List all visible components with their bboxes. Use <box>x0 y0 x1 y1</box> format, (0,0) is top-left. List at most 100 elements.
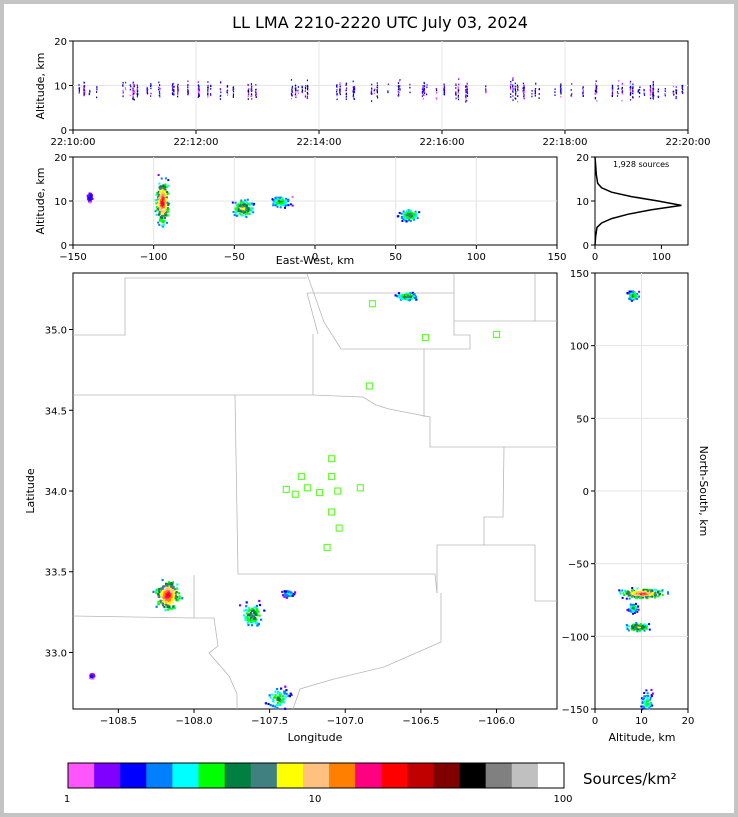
source-mark <box>376 86 378 88</box>
source-mark <box>633 611 636 614</box>
source-mark <box>241 208 244 211</box>
source-mark <box>631 625 633 628</box>
north-south-panel: Altitude, km North-South, km 0 10 20 −150 −1… <box>562 269 710 744</box>
source-mark <box>514 89 516 91</box>
station-marker <box>328 508 336 516</box>
source-mark <box>641 700 644 703</box>
source-mark <box>531 95 533 98</box>
source-mark <box>276 707 279 710</box>
source-mark <box>642 625 645 628</box>
source-mark <box>156 192 159 195</box>
source-mark <box>160 215 163 218</box>
source-mark <box>638 91 640 94</box>
source-mark <box>290 591 293 594</box>
source-mark <box>163 196 166 199</box>
source-mark <box>251 87 253 89</box>
source-mark <box>638 295 640 298</box>
source-mark <box>285 594 288 597</box>
source-mark <box>163 599 166 602</box>
source-mark <box>644 695 647 698</box>
colorbar-cell <box>459 763 486 788</box>
source-mark <box>673 94 675 96</box>
source-mark <box>435 97 437 99</box>
source-mark <box>408 219 410 222</box>
source-mark <box>646 593 649 596</box>
source-mark <box>517 90 519 92</box>
source-mark <box>307 88 309 90</box>
station-marker <box>365 382 373 390</box>
source-mark <box>252 609 255 612</box>
source-mark <box>249 617 252 620</box>
source-mark <box>634 296 637 299</box>
source-mark <box>158 182 161 185</box>
source-mark <box>187 93 189 96</box>
station-marker <box>421 334 429 342</box>
source-mark <box>554 91 556 93</box>
source-mark <box>435 88 437 90</box>
source-mark <box>644 701 647 704</box>
time-axis-tick-label: 22:20:00 <box>666 137 711 148</box>
source-mark <box>639 597 642 599</box>
source-mark <box>414 210 417 213</box>
source-mark <box>155 193 158 196</box>
source-mark <box>376 82 378 84</box>
source-mark <box>274 690 277 693</box>
source-mark <box>163 606 166 609</box>
source-mark <box>248 213 251 215</box>
source-mark <box>287 204 290 207</box>
source-mark <box>523 89 525 91</box>
source-mark <box>162 585 165 588</box>
source-mark <box>455 82 457 85</box>
source-mark <box>523 91 525 94</box>
source-mark <box>164 602 168 605</box>
source-mark <box>517 86 519 88</box>
source-mark <box>174 591 177 594</box>
source-mark <box>408 299 411 302</box>
source-mark <box>457 96 459 98</box>
source-mark <box>157 594 161 597</box>
source-mark <box>177 83 179 86</box>
source-mark <box>172 596 175 599</box>
source-mark <box>248 613 251 616</box>
source-mark <box>650 694 653 697</box>
source-mark <box>161 603 165 606</box>
source-mark <box>594 97 596 99</box>
source-mark <box>411 291 414 294</box>
source-mark <box>654 588 656 591</box>
north-south-altitude-axis-tick-label: 0 <box>592 716 598 727</box>
source-mark <box>634 593 637 596</box>
source-mark <box>291 90 293 92</box>
source-mark <box>634 624 637 627</box>
source-mark <box>652 94 655 96</box>
source-mark <box>409 292 412 295</box>
source-mark <box>155 206 158 209</box>
source-mark <box>611 91 614 94</box>
source-mark <box>167 179 170 182</box>
source-mark <box>640 593 643 596</box>
source-mark <box>268 694 271 697</box>
source-mark <box>399 294 402 297</box>
source-mark <box>279 701 282 704</box>
source-mark <box>129 84 131 86</box>
source-mark <box>371 100 373 102</box>
source-mark <box>288 695 291 698</box>
source-mark <box>283 592 286 595</box>
source-mark <box>304 86 306 89</box>
source-mark <box>287 590 290 594</box>
source-mark <box>166 608 169 611</box>
source-mark <box>285 689 288 692</box>
source-mark <box>466 99 468 102</box>
source-mark <box>339 85 341 88</box>
source-mark <box>376 95 378 97</box>
source-mark <box>485 90 487 93</box>
source-mark <box>646 696 649 699</box>
source-mark <box>219 98 221 100</box>
source-mark <box>284 590 287 593</box>
source-mark <box>155 202 158 205</box>
colorbar-cell <box>381 763 408 788</box>
source-mark <box>416 217 419 220</box>
source-mark <box>422 85 424 87</box>
source-mark <box>635 590 638 593</box>
station-marker <box>297 472 305 481</box>
source-mark <box>280 201 283 204</box>
